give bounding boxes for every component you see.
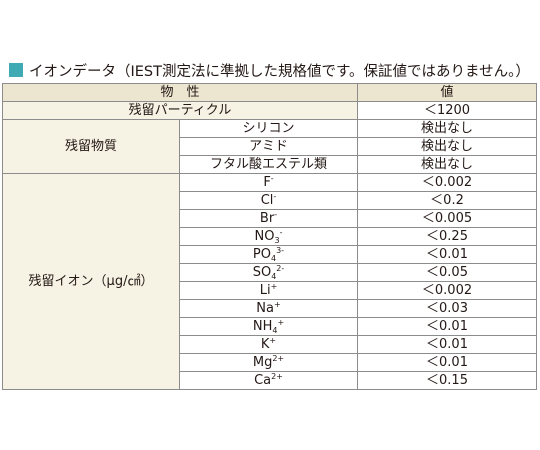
table-row: フタル酸エステル類 検出なし [3,155,538,174]
value-cell: ＜0.002 [357,281,538,300]
table-row: アミド 検出なし [3,137,538,156]
ion-item-cell: Li+ [178,281,359,300]
value-cell: ＜0.15 [357,371,538,390]
ion-item-cell: F- [178,173,359,192]
header-property: 物 性 [1,83,359,102]
ion-symbol: Mg [252,354,273,370]
value-cell: ＜0.25 [357,227,538,246]
ion-charge: 2- [276,263,285,273]
ion-item-cell: Mg2+ [178,353,359,372]
title-square-icon [9,63,23,77]
category-residual-substance: 残留物質 [2,119,180,174]
ion-charge: 2+ [271,371,283,381]
value-cell: 検出なし [357,119,538,138]
section-title-text: イオンデータ（IEST測定法に準拠した規格値です。保証値ではありません。） [29,63,530,80]
category-residual-ion: 残留イオン（μg/㎠） [2,173,180,390]
ion-subscript: 3 [274,235,280,245]
ion-data-table: 物 性 値 残留パーティクル ＜1200 残留物質 シリコン 検出なし アミド … [1,83,538,390]
table-row: NO3- ＜0.25 [3,227,538,246]
table-row: Li+ ＜0.002 [3,281,538,300]
ion-symbol: K [260,336,270,352]
ion-item-cell: SO42- [178,263,359,282]
value-cell: ＜0.03 [357,299,538,318]
table-row: PO43- ＜0.01 [3,245,538,264]
ion-item-cell: Cl- [178,191,359,210]
value-cell: ＜0.05 [357,263,538,282]
ion-symbol: Li [259,282,271,298]
ion-symbol: Cl [260,192,274,208]
table-row: 残留物質 シリコン 検出なし [2,119,538,174]
ion-item-cell: Ca2+ [178,371,359,390]
ion-charge: - [273,191,277,201]
ion-charge: + [277,317,285,327]
ion-charge: - [270,173,274,183]
ion-symbol: NO [254,228,275,244]
value-cell: ＜0.005 [357,209,538,228]
value-cell: 検出なし [357,137,538,156]
ion-symbol: PO [252,246,271,262]
value-cell: ＜0.01 [357,335,538,354]
header-value: 値 [357,83,538,102]
value-cell: ＜1200 [357,101,538,120]
table-row: 残留パーティクル ＜1200 [1,101,538,120]
ion-charge: - [274,209,278,219]
value-text: ＜1200 [423,102,471,118]
ion-symbol: Br [259,210,275,226]
section-title: イオンデータ（IEST測定法に準拠した規格値です。保証値ではありません。） [9,60,530,80]
ion-symbol: SO [252,264,272,280]
value-cell: ＜0.01 [357,245,538,264]
ion-item-cell: Na+ [178,299,359,318]
table-header-row: 物 性 値 [1,83,538,102]
ion-item-cell: Br- [178,209,359,228]
ion-charge: + [270,281,278,291]
item-cell: アミド [178,137,359,156]
ion-subscript: 4 [272,325,278,335]
table-row: Cl- ＜0.2 [3,191,538,210]
value-cell: ＜0.01 [357,353,538,372]
ion-subscript: 4 [271,271,277,281]
value-cell: 検出なし [357,155,538,174]
ion-item-cell: PO43- [178,245,359,264]
table-row: NH4+ ＜0.01 [3,317,538,336]
table-row: 残留イオン（μg/㎠） F- ＜0.002 [2,173,538,390]
ion-symbol: NH [252,318,273,334]
ion-charge: - [279,227,283,237]
ion-item-cell: NH4+ [178,317,359,336]
category-residual-particle: 残留パーティクル [1,101,359,120]
ion-item-cell: NO3- [178,227,359,246]
value-cell: ＜0.2 [357,191,538,210]
ion-subscript: 4 [271,253,277,263]
item-cell: シリコン [178,119,359,138]
ion-charge: + [269,335,277,345]
ion-symbol: F [263,174,271,190]
value-cell: ＜0.002 [357,173,538,192]
item-cell: フタル酸エステル類 [178,155,359,174]
value-cell: ＜0.01 [357,317,538,336]
ion-charge: 3- [276,245,285,255]
table-row: K+ ＜0.01 [3,335,538,354]
ion-charge: + [274,299,281,309]
table-row: Na+ ＜0.03 [3,299,538,318]
table-row: Ca2+ ＜0.15 [3,371,538,390]
ion-symbol: Na [256,300,274,316]
ion-symbol: Ca [254,372,272,388]
ion-item-cell: K+ [178,335,359,354]
ion-charge: 2+ [272,353,285,363]
